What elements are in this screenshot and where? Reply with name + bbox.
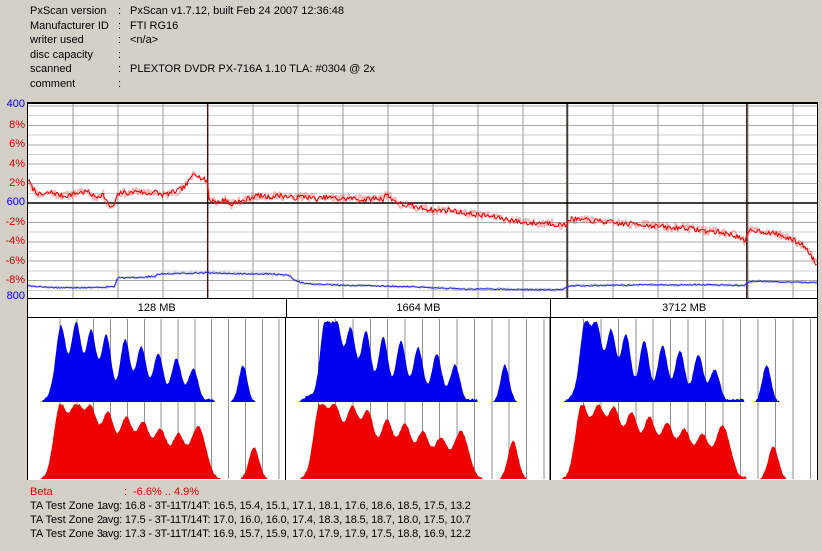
info-row: scanned : PLEXTOR DVDR PX-716A 1.10 TLA:… (0, 63, 822, 78)
info-row: Manufacturer ID : FTI RG16 (0, 20, 822, 35)
info-label: scanned (30, 63, 72, 76)
ta-zone3-line: TA Test Zone 3 avg: 17.3 - 3T-11T/14T: 1… (0, 528, 822, 541)
ta-zone1-line: TA Test Zone 1 avg: 16.8 - 3T-11T/14T: 1… (0, 500, 822, 513)
ta-histograms (27, 318, 818, 480)
ta-histogram-blue-2 (559, 320, 780, 402)
beta-trace (28, 173, 817, 266)
scan-info-header: PxScan version : PxScan v1.7.12, built F… (0, 5, 822, 93)
beta-summary-value: -6.6% .. 4.9% (133, 486, 200, 498)
info-label: comment (30, 77, 76, 90)
zone-label-3712mb: 3712 MB (550, 299, 817, 317)
zone-label-1664mb: 1664 MB (285, 299, 551, 317)
beta-summary-separator: : (124, 486, 128, 498)
ta-zone2-label: TA Test Zone 2 (30, 514, 103, 526)
info-label: disc capacity (30, 48, 93, 61)
info-separator: : (118, 5, 122, 17)
y-axis-label-minus4pct: -4% (5, 235, 25, 247)
ta-zone3-values: avg: 17.3 - 3T-11T/14T: 16.9, 15.7, 15.9… (102, 528, 471, 540)
info-separator: : (118, 63, 122, 76)
y-axis-label-400: 400 (6, 98, 25, 110)
y-axis-label-600: 600 (6, 196, 25, 208)
info-value: PxScan v1.7.12, built Feb 24 2007 12:36:… (130, 5, 345, 17)
ta-zone2-line: TA Test Zone 2 avg: 17.5 - 3T-11T/14T: 1… (0, 514, 822, 527)
y-axis-label-2pct: 2% (9, 177, 25, 189)
secondary-trace (28, 271, 817, 291)
y-axis-label-minus6pct: -6% (5, 255, 25, 267)
ta-zone2-values: avg: 17.5 - 3T-11T/14T: 17.0, 16.0, 16.0… (102, 514, 471, 526)
info-value: <n/a> (130, 34, 159, 47)
ta-histograms-canvas (37, 318, 811, 480)
info-label: writer used (30, 34, 84, 47)
y-axis-label-4pct: 4% (9, 158, 25, 170)
y-axis-label-8pct: 8% (9, 119, 25, 131)
beta-chart-canvas (28, 104, 817, 298)
secondary-trace-fuzz (28, 270, 817, 292)
ta-zone1-label: TA Test Zone 1 (30, 500, 103, 512)
y-axis-label-minus8pct: -8% (5, 274, 25, 286)
ta-zone3-label: TA Test Zone 3 (30, 528, 103, 540)
info-separator: : (118, 19, 122, 32)
info-row: writer used : <n/a> (0, 34, 822, 49)
beta-trace-fuzz (28, 170, 817, 264)
ta-zone1-values: avg: 16.8 - 3T-11T/14T: 16.5, 15.4, 15.1… (102, 500, 471, 512)
ta-histogram-red-1 (294, 403, 526, 479)
ta-histogram-blue-1 (294, 320, 518, 402)
ta-histogram-red-0 (37, 403, 268, 479)
info-row: disc capacity : (0, 49, 822, 64)
y-axis-label-6pct: 6% (9, 138, 25, 150)
beta-summary-label: Beta (30, 486, 53, 498)
info-separator: : (118, 77, 122, 90)
ta-histogram-red-2 (559, 403, 787, 479)
beta-summary-line: Beta : -6.6% .. 4.9% (0, 486, 822, 499)
info-separator: : (118, 34, 122, 47)
beta-chart (27, 102, 818, 298)
info-label: Manufacturer ID (30, 19, 109, 32)
info-label: PxScan version (30, 5, 107, 17)
info-row: comment : (0, 78, 822, 93)
info-value: FTI RG16 (130, 19, 179, 32)
info-row: PxScan version : PxScan v1.7.12, built F… (0, 5, 822, 20)
zone-label-bar: 128 MB 1664 MB 3712 MB (27, 298, 818, 318)
ta-histogram-blue-0 (37, 322, 256, 402)
y-axis-label-800: 800 (6, 290, 25, 302)
zone-label-128mb: 128 MB (137, 302, 176, 314)
info-value: PLEXTOR DVDR PX-716A 1.10 TLA: #0304 @ 2… (130, 63, 375, 76)
y-axis-label-minus2pct: -2% (5, 216, 25, 228)
info-separator: : (118, 48, 122, 61)
